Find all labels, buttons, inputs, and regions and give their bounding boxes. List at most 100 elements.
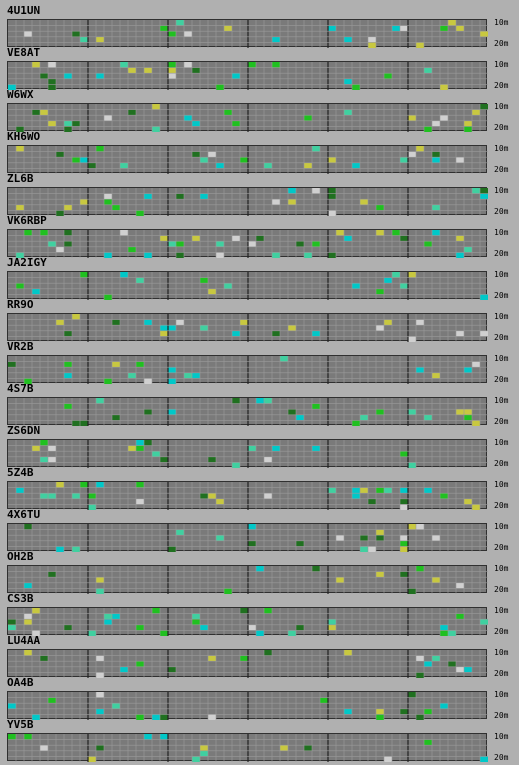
signal-grid[interactable] (7, 313, 488, 342)
signal-grid[interactable] (7, 187, 488, 216)
signal-cell (96, 146, 104, 152)
signal-cell (384, 756, 392, 762)
signal-grid[interactable] (7, 397, 488, 426)
signal-cell (400, 708, 408, 715)
signal-cell (328, 188, 336, 194)
signal-cell (384, 277, 392, 284)
signal-cell (472, 361, 480, 368)
signal-cell (88, 630, 96, 636)
signal-cell (416, 655, 424, 662)
signal-cell (168, 241, 176, 247)
signal-cell (328, 487, 336, 494)
signal-grid[interactable] (7, 481, 488, 510)
signal-cell (456, 409, 464, 415)
signal-cell (328, 157, 336, 163)
signal-grid[interactable] (7, 607, 488, 636)
signal-cell (48, 120, 56, 127)
grid-canvas (8, 650, 488, 678)
signal-cell (72, 420, 80, 426)
signal-cell (24, 650, 32, 656)
signal-cell (256, 630, 264, 636)
signal-cell (376, 529, 384, 536)
band-label-bottom: 20m (494, 375, 509, 384)
station-row: 5Z4B 10m 20m (0, 466, 519, 510)
signal-grid[interactable] (7, 439, 488, 468)
grid-canvas (8, 482, 488, 510)
signal-cell (232, 398, 240, 404)
signal-grid[interactable] (7, 649, 488, 678)
signal-grid[interactable] (7, 355, 488, 384)
signal-cell (16, 252, 24, 258)
signal-cell (160, 456, 168, 463)
band-label-bottom: 20m (494, 207, 509, 216)
band-label-bottom: 20m (494, 39, 509, 48)
signal-cell (408, 524, 416, 530)
signal-cell (160, 235, 168, 242)
signal-cell (376, 708, 384, 715)
signal-cell (96, 692, 104, 698)
signal-cell (408, 115, 416, 121)
signal-cell (240, 608, 248, 614)
band-label-top: 10m (494, 480, 509, 489)
signal-cell (24, 378, 32, 384)
signal-cell (48, 456, 56, 463)
signal-cell (64, 403, 72, 410)
signal-grid[interactable] (7, 229, 488, 258)
signal-cell (136, 210, 144, 216)
signal-grid[interactable] (7, 565, 488, 594)
signal-cell (56, 151, 64, 158)
band-label-top: 10m (494, 522, 509, 531)
grid-canvas (8, 104, 488, 132)
signal-cell (480, 294, 488, 300)
signal-cell (416, 524, 424, 530)
signal-cell (480, 31, 488, 37)
signal-cell (248, 445, 256, 452)
station-row: OH2B 10m 20m (0, 550, 519, 594)
signal-grid[interactable] (7, 19, 488, 48)
signal-cell (152, 126, 160, 132)
signal-cell (232, 120, 240, 127)
signal-cell (104, 115, 112, 121)
signal-cell (240, 319, 248, 326)
signal-grid[interactable] (7, 145, 488, 174)
signal-cell (32, 445, 40, 452)
signal-cell (192, 151, 200, 158)
signal-grid[interactable] (7, 733, 488, 762)
station-callsign: JA2IGY (7, 256, 47, 269)
signal-cell (128, 109, 136, 116)
signal-grid[interactable] (7, 61, 488, 90)
band-label-top: 10m (494, 270, 509, 279)
signal-grid[interactable] (7, 103, 488, 132)
signal-cell (104, 613, 112, 620)
band-label-bottom: 20m (494, 291, 509, 300)
signal-cell (192, 67, 200, 74)
signal-cell (472, 109, 480, 116)
station-row: 4U1UN 10m 20m (0, 4, 519, 48)
signal-cell (360, 199, 368, 205)
signal-cell (432, 157, 440, 163)
signal-grid[interactable] (7, 523, 488, 552)
signal-cell (208, 456, 216, 463)
signal-cell (376, 288, 384, 295)
band-label-top: 10m (494, 144, 509, 153)
signal-cell (32, 608, 40, 614)
grid-canvas (8, 608, 488, 636)
signal-cell (424, 414, 432, 421)
signal-cell (352, 283, 360, 289)
signal-grid[interactable] (7, 691, 488, 720)
signal-cell (128, 246, 136, 253)
signal-cell (376, 230, 384, 236)
signal-grid[interactable] (7, 271, 488, 300)
signal-cell (256, 566, 264, 572)
signal-cell (456, 666, 464, 673)
signal-cell (368, 546, 376, 552)
signal-cell (304, 115, 312, 121)
signal-cell (216, 535, 224, 541)
signal-cell (168, 367, 176, 373)
signal-cell (216, 498, 224, 505)
signal-cell (8, 84, 16, 90)
signal-cell (248, 524, 256, 530)
signal-cell (456, 235, 464, 242)
signal-cell (352, 493, 360, 499)
signal-cell (272, 330, 280, 337)
